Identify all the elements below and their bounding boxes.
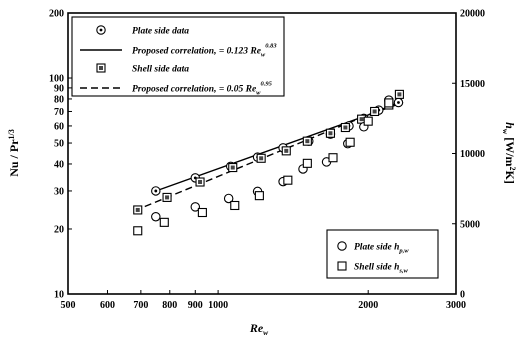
legend-bottom: Plate side hp,w Shell side hs,w — [326, 229, 439, 279]
legend-square-marker — [337, 261, 347, 271]
y-left-tick-label: 80 — [54, 94, 64, 105]
legend-square-dot-marker-center — [99, 66, 103, 70]
h-square-point — [328, 153, 338, 163]
y-right-tick-label: 5000 — [460, 219, 480, 230]
h-circle-point — [190, 202, 201, 212]
x-tick-label: 900 — [188, 300, 203, 311]
legend-circle-dot-marker-center — [99, 28, 103, 32]
legend-top: Plate side data Proposed correlation, = 0… — [71, 16, 285, 97]
y-left-axis-label: Nu / Pr1/3 — [7, 129, 21, 177]
y-left-tick-label: 50 — [54, 139, 64, 150]
legend-top-box — [71, 16, 285, 97]
x-tick-label: 600 — [100, 300, 115, 311]
y-left-tick-label: 20 — [54, 224, 64, 235]
y-right-tick-label: 0 — [460, 290, 465, 301]
nu-square-dot-point-center — [343, 125, 348, 130]
y-left-tick-label: 10 — [54, 290, 64, 301]
x-tick-label: 1000 — [208, 300, 228, 311]
h-square-point — [254, 191, 264, 201]
h-square-point — [197, 207, 207, 218]
y-left-tick-label: 70 — [54, 107, 64, 118]
h-square-point — [230, 200, 240, 211]
y-left-tick-label: 60 — [54, 121, 64, 132]
nu-square-dot-point-center — [284, 148, 289, 153]
nu-square-dot-point-center — [359, 117, 364, 122]
legend-bottom-label: Shell side hs,w — [354, 263, 409, 275]
legend-circle-marker — [337, 241, 347, 251]
x-tick-label: 700 — [133, 300, 148, 311]
legend-top-label: Proposed correlation, = 0.05 Rew0.95 — [132, 81, 273, 97]
y-right-axis-label: hw [W/m2K] — [501, 122, 517, 184]
y-right-tick-label: 20000 — [460, 9, 485, 20]
nu-circle-dot-point-center — [397, 101, 400, 104]
nu-square-dot-point-center — [397, 92, 402, 97]
h-square-point — [159, 217, 169, 227]
h-square-point — [363, 116, 373, 126]
nu-square-dot-point-center — [165, 195, 170, 200]
h-square-point — [302, 158, 312, 168]
dashed-correlation-line — [134, 100, 402, 212]
legend-top-label: Plate side data — [132, 27, 189, 37]
nu-square-dot-point-center — [328, 131, 333, 136]
x-axis-label: Rew — [249, 321, 269, 337]
x-tick-label: 3000 — [446, 300, 466, 311]
legend-top-label: Shell side data — [132, 65, 189, 75]
y-left-tick-label: 90 — [54, 83, 64, 94]
h-square-point — [345, 137, 355, 147]
legend-bottom-label: Plate side hp,w — [354, 243, 409, 255]
x-tick-label: 800 — [162, 300, 177, 311]
h-circle-point — [151, 211, 161, 222]
x-axis-ticks: 500 600 700 800 900 1000 2000 3000 — [61, 290, 466, 311]
y-left-tick-label: 30 — [54, 186, 64, 197]
y-left-tick-label: 200 — [49, 9, 64, 20]
h-circle-point — [223, 193, 234, 204]
x-tick-label: 2000 — [358, 300, 378, 311]
h-square-point — [283, 175, 293, 185]
y-left-tick-label: 100 — [49, 74, 64, 85]
legend-top-label: Proposed correlation, = 0.123 Rew0.83 — [132, 43, 277, 59]
nu-circle-dot-point-center — [154, 189, 158, 193]
nu-square-dot-point-center — [135, 207, 140, 212]
nu-square-dot-point-center — [372, 109, 377, 114]
h-square-point — [384, 98, 394, 108]
right-axis-ticks: 0 5000 10000 15000 20000 — [452, 9, 485, 301]
h-square-point — [133, 226, 143, 236]
nu-square-dot-point-center — [230, 165, 235, 170]
nu-square-dot-point-center — [198, 180, 203, 185]
y-left-tick-label: 40 — [54, 159, 64, 170]
y-right-tick-label: 15000 — [460, 79, 485, 90]
y-right-tick-label: 10000 — [460, 149, 485, 160]
nu-square-dot-point-center — [305, 139, 310, 144]
nu-square-dot-point-center — [259, 156, 264, 161]
x-tick-label: 500 — [61, 300, 76, 311]
data-markers — [133, 89, 404, 236]
